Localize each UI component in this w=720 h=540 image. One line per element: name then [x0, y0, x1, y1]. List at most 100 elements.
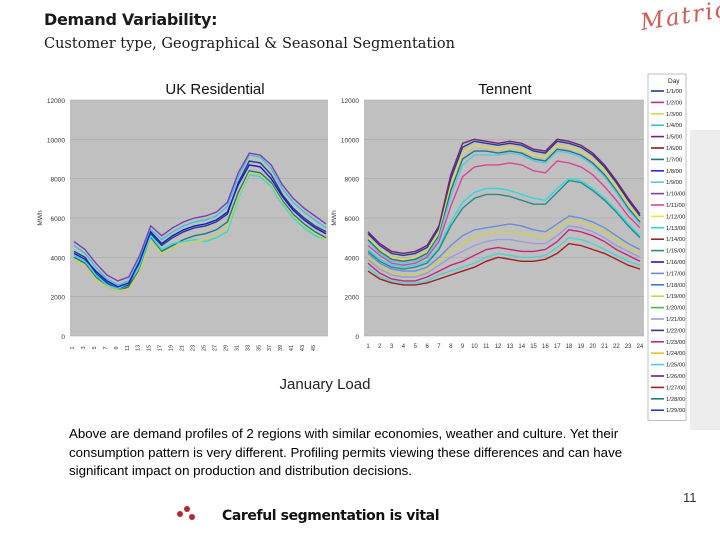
- y-tick-label: 8000: [51, 177, 66, 184]
- series-line: [367, 177, 641, 268]
- series-line: [73, 164, 327, 288]
- legend-box: [647, 73, 687, 421]
- legend-label: 1/23/00: [666, 340, 685, 346]
- y-tick-label: 12000: [47, 98, 65, 105]
- series-line: [367, 150, 641, 264]
- x-tick-label: 27: [212, 345, 218, 351]
- y-tick-label: 0: [355, 334, 359, 341]
- series-line: [367, 229, 641, 282]
- legend-label: 1/17/00: [666, 271, 685, 277]
- x-tick-label: 31: [234, 345, 240, 351]
- x-tick-label: 9: [114, 346, 120, 349]
- x-tick-label: 15: [147, 345, 153, 351]
- y-tick-label: 6000: [345, 216, 360, 223]
- x-tick-label: 5: [92, 346, 98, 349]
- x-axis-title: January Load: [280, 376, 371, 393]
- x-tick-label: 25: [201, 345, 207, 351]
- y-tick-label: 4000: [51, 255, 66, 262]
- x-tick-label: 8: [449, 344, 453, 350]
- y-tick-label: 2000: [51, 295, 66, 302]
- chart-title: UK Residential: [165, 81, 264, 98]
- x-tick-label: 39: [278, 345, 284, 351]
- legend-label: 1/29/00: [666, 408, 685, 414]
- x-tick-label: 3: [81, 346, 87, 349]
- x-tick-label: 22: [613, 344, 620, 350]
- legend-label: 1/1/00: [666, 89, 682, 95]
- legend-label: 1/10/00: [666, 192, 685, 198]
- legend-label: 1/13/00: [666, 226, 685, 232]
- legend-label: 1/15/00: [666, 249, 685, 255]
- legend-label: 1/21/00: [666, 317, 685, 323]
- legend-label: 1/5/00: [666, 135, 682, 141]
- chart-slide: UK Residential 0 2000 4000 6000 8000 10000 1200…: [30, 64, 688, 486]
- series-line: [367, 215, 641, 272]
- series-line: [73, 172, 327, 292]
- series-line: [367, 138, 641, 255]
- x-tick-label: 33: [245, 345, 251, 351]
- x-tick-label: 41: [289, 345, 295, 351]
- y-tick-label: 10000: [341, 137, 359, 144]
- x-tick-label: 7: [103, 346, 109, 349]
- chart-title: Tennent: [478, 81, 532, 98]
- x-tick-label: 16: [542, 344, 549, 350]
- x-tick-label: 45: [311, 345, 317, 351]
- x-tick-label: 23: [191, 345, 197, 351]
- legend-label: 1/19/00: [666, 294, 685, 300]
- legend-label: 1/2/00: [666, 100, 682, 106]
- legend-label: 1/9/00: [666, 180, 682, 186]
- x-tick-label: 29: [223, 345, 229, 351]
- chart-legend: Day 1/1/00 1/2/00 1/3/00 1/4/00 1/5/00 1/6/00 1…: [647, 73, 687, 421]
- series-line: [367, 242, 641, 286]
- legend-header: Day: [668, 78, 680, 85]
- x-tick-label: 20: [589, 344, 596, 350]
- x-tick-label: 11: [483, 344, 490, 350]
- slide-caption: Above are demand profiles of 2 regions w…: [69, 426, 623, 478]
- legend-label: 1/14/00: [666, 237, 685, 243]
- y-tick-label: 12000: [341, 98, 359, 105]
- x-tick-label: 13: [136, 345, 142, 351]
- x-tick-label: 43: [300, 345, 306, 351]
- x-tick-label: 7: [437, 344, 441, 350]
- legend-label: 1/7/00: [666, 157, 682, 163]
- x-tick-label: 12: [495, 344, 502, 350]
- chart-figure: UK Residential02000400060008000100001200…: [30, 64, 688, 486]
- legend-label: 1/16/00: [666, 260, 685, 266]
- legend-label: 1/8/00: [666, 169, 682, 175]
- series-line: [367, 144, 641, 261]
- legend-label: 1/27/00: [666, 385, 685, 391]
- legend-label: 1/11/00: [666, 203, 685, 209]
- y-tick-label: 8000: [345, 177, 360, 184]
- uk-residential-panel: UK Residential 0 2000 4000 6000 8000 10000 1200…: [34, 70, 338, 372]
- y-tick-label: 6000: [51, 216, 66, 223]
- series-line: [367, 148, 641, 263]
- x-tick-label: 21: [601, 344, 608, 350]
- series-line: [367, 225, 641, 278]
- x-tick-label: 5: [414, 344, 418, 350]
- x-tick-label: 24: [637, 344, 644, 350]
- y-axis-title: MWh: [331, 210, 338, 226]
- page-subtitle: Customer type, Geographical & Seasonal S…: [44, 36, 455, 52]
- legend-label: 1/28/00: [666, 397, 685, 403]
- x-tick-label: 19: [578, 344, 585, 350]
- series-line: [367, 140, 641, 257]
- y-tick-label: 10000: [47, 137, 65, 144]
- legend-label: 1/26/00: [666, 374, 685, 380]
- x-tick-label: 1: [366, 344, 370, 350]
- x-tick-label: 18: [566, 344, 573, 350]
- series-line: [367, 219, 641, 276]
- series-line: [367, 236, 641, 284]
- side-decoration: [690, 130, 720, 430]
- x-tick-label: 19: [169, 345, 175, 351]
- x-tick-label: 1: [70, 346, 76, 349]
- series-line: [73, 152, 327, 282]
- legend-label: 1/4/00: [666, 123, 682, 129]
- x-tick-label: 13: [507, 344, 514, 350]
- x-tick-label: 15: [530, 344, 537, 350]
- x-tick-label: 21: [180, 345, 186, 351]
- y-tick-label: 0: [61, 334, 65, 341]
- x-tick-label: 17: [554, 344, 561, 350]
- x-tick-label: 14: [518, 344, 525, 350]
- y-tick-label: 2000: [345, 295, 360, 302]
- x-tick-label: 37: [267, 345, 273, 351]
